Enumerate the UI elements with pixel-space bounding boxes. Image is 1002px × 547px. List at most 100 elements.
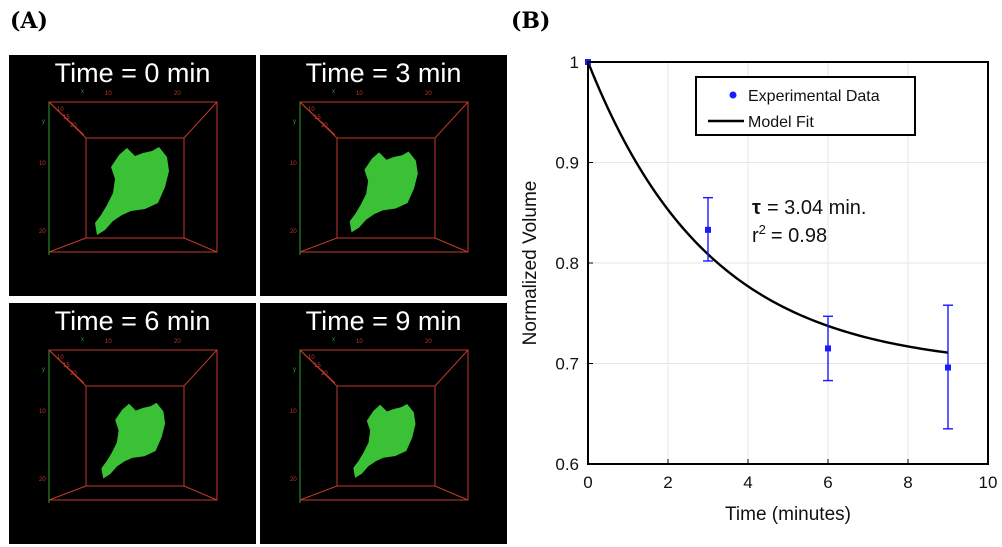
y-tick-label: 0.9: [555, 154, 579, 173]
frame-edge: [48, 485, 87, 501]
tick-label: 20: [70, 371, 77, 377]
tile-title: Time = 0 min: [54, 58, 211, 88]
inner-frame: [336, 137, 436, 239]
tick-label: 10: [308, 355, 315, 361]
data-point: [945, 364, 951, 371]
frame-edge: [434, 237, 469, 253]
frame-edge: [434, 349, 469, 387]
r2-superscript: 2: [759, 222, 766, 237]
diag-axis: [299, 101, 336, 136]
tick-label: 10: [57, 355, 64, 361]
tick-label: 10: [356, 339, 363, 345]
microscopy-tile-9min: 10 20 10 20 10 15 20 x y Time = 9 min: [260, 303, 507, 544]
cell-shape: [349, 151, 418, 233]
frame-edge: [183, 349, 218, 387]
x-tick-label: 4: [743, 473, 752, 492]
inner-frame: [336, 385, 436, 487]
y-axis-label: Normalized Volume: [520, 181, 541, 346]
diag-axis: [48, 101, 85, 136]
tick-label: 10: [290, 161, 297, 167]
r2-annotation: r2 = 0.98: [752, 222, 827, 247]
x-axis-label: Time (minutes): [725, 504, 851, 525]
tick-label: 10: [57, 107, 64, 113]
diag-axis: [299, 349, 336, 384]
volume-chart: 0 2 4 6 8 10 0.6 0.7 0.8 0.9 1 Time (minutes) Normal…: [520, 53, 998, 525]
tick-label: 20: [39, 477, 46, 483]
microscopy-tile-6min: 10 20 10 20 10 15 20 x y Time = 6 min: [9, 303, 256, 544]
tile-title: Time = 3 min: [305, 58, 462, 88]
y-tick-label: 0.8: [555, 254, 579, 273]
cell-shape: [353, 404, 416, 478]
tick-label: 15: [63, 363, 70, 369]
microscopy-tile-3min: 10 20 10 20 10 15 20 x y Time = 3 min: [260, 55, 507, 296]
tick-label: 20: [425, 339, 432, 345]
y-tick-label: 0.7: [555, 355, 579, 374]
axis-letter: x: [332, 89, 335, 95]
y-tick-label: 1: [570, 53, 579, 72]
x-tick-label: 8: [903, 473, 912, 492]
axis-letter: x: [81, 89, 84, 95]
tau-symbol: τ: [752, 197, 761, 219]
data-point: [825, 345, 831, 352]
microscopy-tile-0min: 10 20 10 20 10 15 20 x y Time = 0 min: [9, 55, 256, 296]
axis-letter: x: [332, 337, 335, 343]
tick-label: 20: [290, 229, 297, 235]
legend-label-fit: Model Fit: [748, 114, 814, 131]
tick-label: 20: [39, 229, 46, 235]
tick-label: 20: [174, 91, 181, 97]
tile-title: Time = 9 min: [305, 306, 462, 336]
tick-label: 10: [356, 91, 363, 97]
tick-label: 20: [70, 123, 77, 129]
tick-label: 15: [63, 115, 70, 121]
tick-label: 20: [425, 91, 432, 97]
inner-frame: [85, 385, 185, 487]
r2-base: r: [752, 225, 759, 247]
x-tick-label: 2: [663, 473, 672, 492]
tau-value: = 3.04 min.: [767, 197, 867, 219]
tick-label: 10: [39, 161, 46, 167]
legend-marker-data: [729, 91, 737, 99]
frame-edge: [434, 485, 469, 501]
x-tick-label: 0: [583, 473, 592, 492]
frame-edge: [434, 101, 469, 139]
x-tick-label: 6: [823, 473, 832, 492]
frame-edge: [183, 485, 218, 501]
frame-edge: [299, 237, 338, 253]
tick-label: 20: [321, 371, 328, 377]
tau-annotation: τ = 3.04 min.: [752, 197, 866, 219]
cell-shape: [95, 147, 169, 235]
tick-label: 10: [105, 91, 112, 97]
tick-label: 10: [308, 107, 315, 113]
tick-label: 10: [39, 409, 46, 415]
x-tick-label: 10: [979, 473, 998, 492]
inner-frame: [85, 137, 185, 239]
tick-label: 15: [314, 115, 321, 121]
frame-edge: [299, 485, 338, 501]
axis-letter: y: [42, 119, 45, 125]
model-fit-line: [586, 61, 949, 354]
frame-edge: [183, 237, 218, 253]
panel-label-a: (A): [10, 8, 48, 34]
axis-letter: y: [293, 119, 296, 125]
tick-label: 10: [290, 409, 297, 415]
r2-value: = 0.98: [771, 225, 827, 247]
diag-axis: [48, 349, 85, 384]
legend-label-data: Experimental Data: [748, 88, 880, 105]
tile-title: Time = 6 min: [54, 306, 211, 336]
tick-label: 20: [321, 123, 328, 129]
tick-label: 10: [105, 339, 112, 345]
legend: Experimental Data Model Fit: [695, 76, 916, 136]
y-tick-label: 0.6: [555, 455, 579, 474]
cell-shape: [101, 402, 166, 479]
axis-letter: y: [293, 367, 296, 373]
frame-edge: [183, 101, 218, 139]
panel-label-b: (B): [511, 8, 551, 34]
